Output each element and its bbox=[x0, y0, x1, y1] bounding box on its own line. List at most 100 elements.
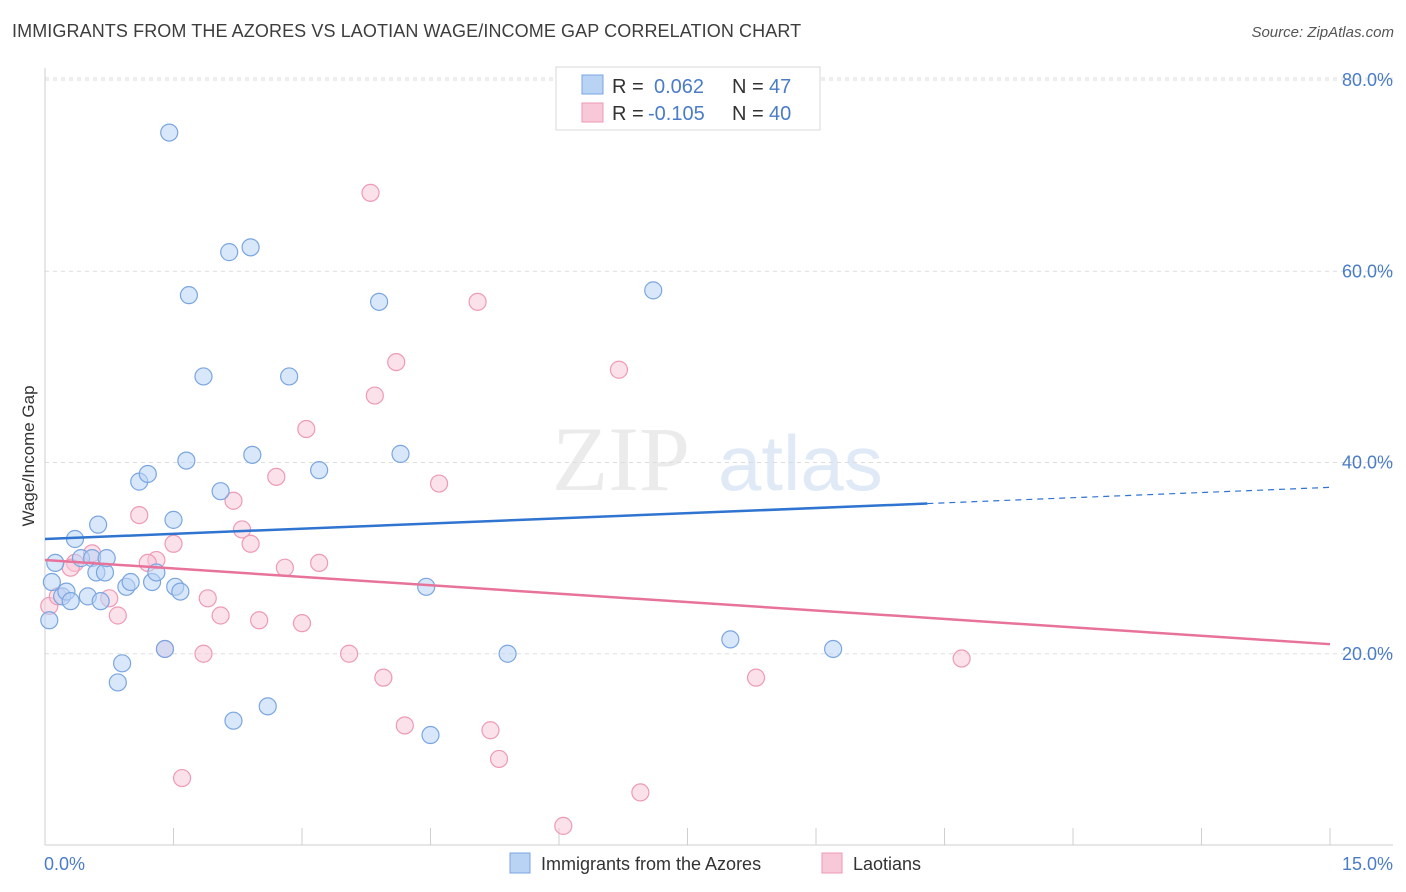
series-azores-points bbox=[40, 123, 843, 745]
stats-n-value-pink: 40 bbox=[769, 103, 791, 125]
laotians-point bbox=[224, 491, 243, 510]
laotians-point bbox=[609, 360, 629, 379]
laotians-point bbox=[198, 589, 217, 608]
trend-line-azores-extension bbox=[927, 486, 1331, 505]
laotians-point bbox=[164, 534, 183, 553]
laotians-point bbox=[489, 749, 509, 769]
stats-r-label-pink: R = bbox=[612, 103, 644, 125]
azores-point bbox=[121, 572, 140, 592]
laotians-point bbox=[429, 474, 449, 493]
y-tick-label-20: 20.0% bbox=[1342, 644, 1393, 664]
azores-point bbox=[280, 367, 299, 386]
azores-point bbox=[721, 630, 740, 649]
azores-point bbox=[243, 445, 262, 464]
laotians-point bbox=[232, 520, 252, 539]
azores-point bbox=[89, 515, 108, 534]
laotians-point bbox=[310, 553, 329, 573]
azores-point bbox=[194, 367, 213, 386]
laotians-point bbox=[554, 816, 573, 835]
azores-point bbox=[370, 292, 389, 311]
azores-point bbox=[108, 673, 127, 692]
azores-point bbox=[310, 461, 329, 480]
gridlines bbox=[45, 77, 1393, 655]
y-axis-title: Wage/Income Gap bbox=[19, 385, 38, 526]
y-tick-label-80: 80.0% bbox=[1342, 70, 1393, 90]
laotians-point bbox=[172, 768, 192, 788]
laotians-point bbox=[297, 419, 316, 439]
laotians-point bbox=[130, 505, 149, 525]
azores-point bbox=[241, 238, 260, 257]
azores-point bbox=[498, 644, 517, 663]
trend-lines bbox=[44, 486, 1331, 646]
stats-n-label-pink: N = bbox=[732, 103, 764, 125]
azores-point bbox=[220, 243, 239, 262]
laotians-point bbox=[108, 606, 127, 625]
azores-point bbox=[97, 549, 116, 568]
stats-r-value-pink: -0.105 bbox=[648, 103, 705, 125]
azores-point bbox=[258, 697, 277, 716]
trend-line-laotians bbox=[44, 558, 1331, 646]
azores-point bbox=[391, 444, 410, 463]
legend-label-azores: Immigrants from the Azores bbox=[541, 854, 761, 874]
legend-swatch-azores bbox=[509, 852, 531, 874]
azores-point bbox=[211, 482, 230, 501]
y-tick-labels: 20.0% 40.0% 60.0% 80.0% bbox=[1342, 70, 1393, 664]
laotians-point bbox=[267, 467, 286, 486]
trend-line-azores bbox=[44, 502, 928, 541]
azores-point bbox=[421, 725, 440, 745]
azores-point bbox=[179, 286, 199, 305]
azores-point bbox=[644, 281, 663, 300]
stats-n-value-blue: 47 bbox=[769, 76, 791, 98]
azores-point bbox=[177, 451, 196, 470]
stats-n-label-blue: N = bbox=[732, 76, 764, 98]
azores-point bbox=[155, 639, 175, 659]
laotians-point bbox=[211, 606, 230, 625]
stats-box: R = 0.062 N = 47 R = -0.105 N = 40 bbox=[555, 66, 821, 131]
stats-r-value-blue: 0.062 bbox=[654, 76, 704, 98]
laotians-point bbox=[468, 292, 487, 311]
azores-point bbox=[42, 572, 61, 592]
azores-point bbox=[61, 592, 80, 611]
laotians-point bbox=[631, 783, 650, 802]
watermark: ZIP atlas bbox=[552, 408, 883, 510]
x-tick-label-max: 15.0% bbox=[1342, 854, 1393, 874]
y-tick-label-40: 40.0% bbox=[1342, 453, 1393, 473]
x-tick-label-min: 0.0% bbox=[44, 854, 85, 874]
y-tick-label-60: 60.0% bbox=[1342, 261, 1393, 281]
series-laotians-points bbox=[40, 183, 971, 835]
laotians-point bbox=[194, 644, 213, 663]
laotians-point bbox=[481, 721, 500, 740]
azores-point bbox=[138, 464, 157, 484]
laotians-point bbox=[241, 534, 260, 553]
laotians-point bbox=[365, 386, 384, 405]
laotians-point bbox=[292, 614, 312, 633]
azores-point bbox=[46, 553, 65, 573]
stats-r-label-blue: R = bbox=[612, 76, 644, 98]
azores-point bbox=[824, 639, 843, 659]
azores-point bbox=[40, 611, 59, 630]
laotians-point bbox=[361, 183, 380, 202]
laotians-point bbox=[275, 558, 294, 577]
stats-swatch-pink bbox=[581, 102, 604, 123]
legend-swatch-laotians bbox=[821, 852, 843, 874]
laotians-point bbox=[250, 611, 269, 630]
azores-point bbox=[171, 582, 190, 601]
laotians-point bbox=[374, 668, 393, 687]
azores-point bbox=[91, 592, 110, 611]
azores-point bbox=[417, 577, 436, 596]
legend: Immigrants from the Azores Laotians bbox=[509, 852, 921, 874]
laotians-point bbox=[395, 716, 414, 735]
azores-point bbox=[164, 510, 183, 529]
azores-point bbox=[224, 711, 243, 730]
azores-point bbox=[160, 123, 179, 142]
watermark-zip: ZIP bbox=[552, 408, 690, 510]
laotians-point bbox=[952, 649, 971, 668]
laotians-point bbox=[387, 352, 406, 372]
chart-title: IMMIGRANTS FROM THE AZORES VS LAOTIAN WA… bbox=[12, 21, 802, 41]
legend-label-laotians: Laotians bbox=[853, 854, 921, 874]
azores-point bbox=[112, 654, 132, 673]
laotians-point bbox=[746, 668, 766, 687]
stats-swatch-blue bbox=[581, 74, 604, 95]
x-ticks bbox=[44, 828, 1331, 845]
